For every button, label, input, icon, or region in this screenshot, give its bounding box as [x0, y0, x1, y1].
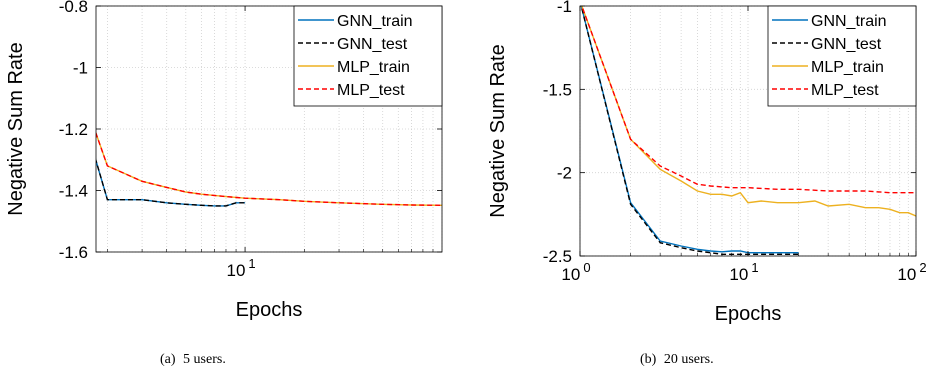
x-tick-label: 10 0	[561, 260, 590, 284]
y-axis-label: Negative Sum Rate	[487, 44, 509, 217]
legend-label: GNN_train	[337, 13, 413, 30]
x-tick-label: 10 1	[729, 260, 758, 284]
y-tick-label: -1.4	[59, 182, 88, 201]
series-line-gnn-test	[96, 158, 246, 207]
y-tick-label: -1.5	[543, 80, 572, 99]
legend-label: GNN_train	[811, 13, 887, 30]
series-line-gnn-train	[96, 158, 246, 207]
legend-label: MLP_train	[337, 59, 410, 76]
y-tick-label: -1	[73, 59, 88, 78]
caption-label: (b)	[640, 352, 657, 367]
legend-label: GNN_test	[811, 36, 882, 53]
legend: GNN_train GNN_test MLP_train MLP_test	[767, 5, 917, 107]
legend-label: MLP_train	[811, 59, 884, 76]
legend-label: MLP_test	[337, 82, 405, 99]
y-axis-label: Negative Sum Rate	[5, 42, 27, 215]
x-axis-label: Epochs	[236, 299, 303, 321]
caption-text: 20 users.	[663, 352, 714, 367]
y-tick-label: -1.6	[59, 243, 88, 262]
caption-5-users: (a) 5 users.	[160, 352, 230, 368]
y-tick-label: -0.8	[59, 0, 88, 16]
y-tick-label: -1	[557, 0, 572, 16]
series-line-gnn-train	[580, 6, 799, 254]
caption-label: (a)	[160, 352, 176, 367]
chart-5-users: -1.6 -1.4 -1.2 -1 -0.8 10 1 Epochs Negative Sum …	[5, 0, 443, 321]
chart-20-users: -2.5 -2 -1.5 -1 10 0 10 1 10 2 Epochs Negative Sum …	[487, 0, 927, 325]
series-line-mlp-train	[581, 6, 916, 217]
x-tick-label: 10 2	[897, 260, 926, 284]
x-axis-label: Epochs	[715, 303, 782, 325]
y-tick-label: -2.5	[543, 247, 572, 266]
legend: GNN_train GNN_test MLP_train MLP_test	[293, 5, 443, 107]
caption-20-users: (b) 20 users.	[640, 352, 718, 368]
y-tick-label: -1.2	[59, 120, 88, 139]
y-tick-label: -2	[557, 164, 572, 183]
x-tick-label: 10 1	[226, 256, 255, 280]
legend-label: MLP_test	[811, 82, 879, 99]
series-line-mlp-test	[96, 131, 442, 206]
series-line-gnn-test	[580, 6, 799, 256]
caption-text: 5 users.	[183, 352, 226, 367]
legend-label: GNN_test	[337, 36, 408, 53]
series-lines	[96, 131, 442, 207]
